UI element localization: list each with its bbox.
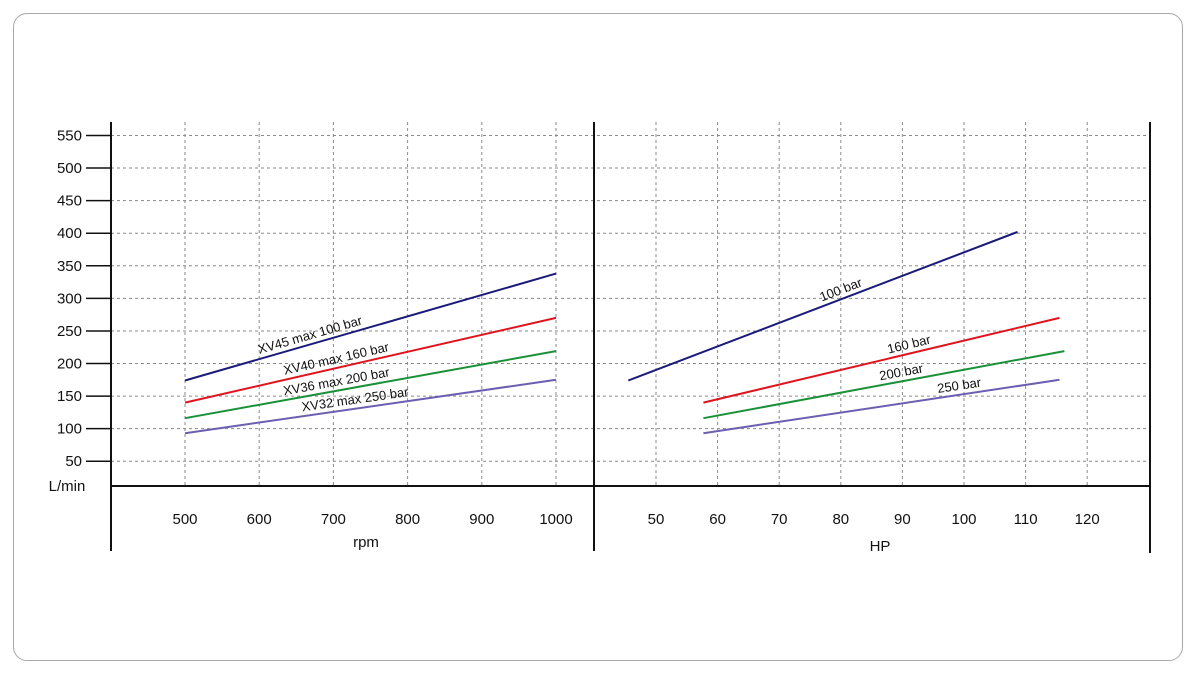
x-tick-label-hp: 70 (771, 511, 788, 528)
series-line (184, 350, 557, 420)
series-line (703, 378, 1060, 435)
y-tick-label: 350 (57, 258, 82, 275)
series-line (703, 350, 1065, 420)
y-axis-label: L/min (49, 478, 86, 495)
x-tick-label-hp: 90 (894, 511, 911, 528)
x-tick-label-hp: 80 (832, 511, 849, 528)
y-tick-label: 500 (57, 160, 82, 177)
y-tick-label: 100 (57, 421, 82, 438)
x-axis-label-hp: HP (870, 538, 891, 555)
x-tick-label-rpm: 500 (172, 511, 197, 528)
series-line (184, 378, 557, 435)
y-tick-label: 450 (57, 193, 82, 210)
y-tick-label: 550 (57, 127, 82, 144)
series-line (184, 316, 557, 404)
series-lines (184, 230, 1065, 435)
y-tick-label: 400 (57, 225, 82, 242)
x-tick-label-hp: 120 (1075, 511, 1100, 528)
series-label: 250 bar (936, 375, 982, 396)
series-line (703, 316, 1060, 404)
x-tick-label-hp: 50 (648, 511, 665, 528)
y-tick-label: 50 (65, 453, 82, 470)
x-tick-label-rpm: 600 (247, 511, 272, 528)
y-tick-label: 200 (57, 356, 82, 373)
x-axis-label-rpm: rpm (353, 534, 379, 551)
x-tick-label-rpm: 700 (321, 511, 346, 528)
grid (111, 122, 1150, 486)
y-tick-label: 250 (57, 323, 82, 340)
x-tick-label-rpm: 900 (469, 511, 494, 528)
y-tick-label: 300 (57, 290, 82, 307)
series-line (184, 272, 557, 382)
series-line (627, 230, 1018, 382)
chart-frame (13, 13, 1183, 661)
axes: 50 100 150 200 250 300 350 400 450 500 550 500 600 70… (57, 122, 1151, 553)
x-tick-label-rpm: 1000 (539, 511, 572, 528)
x-tick-label-hp: 100 (951, 511, 976, 528)
y-tick-label: 150 (57, 388, 82, 405)
x-tick-label-rpm: 800 (395, 511, 420, 528)
x-tick-label-hp: 60 (709, 511, 726, 528)
x-tick-label-hp: 110 (1014, 511, 1038, 528)
